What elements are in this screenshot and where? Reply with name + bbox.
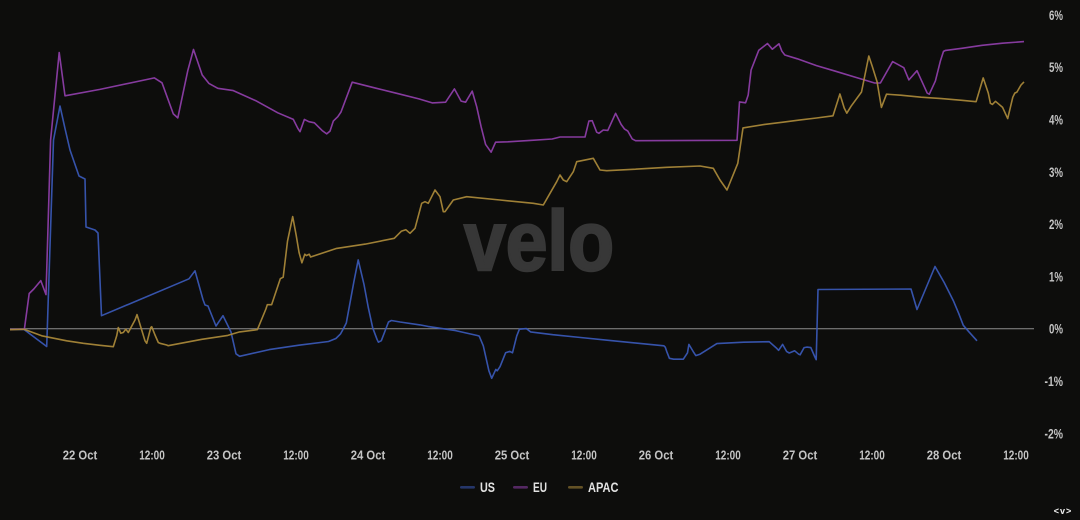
svg-text:12:00: 12:00 [859, 448, 885, 463]
svg-text:0%: 0% [1049, 321, 1063, 337]
svg-text:28 Oct: 28 Oct [927, 448, 962, 463]
svg-text:12:00: 12:00 [715, 448, 741, 463]
svg-text:3%: 3% [1049, 164, 1063, 180]
svg-text:12:00: 12:00 [139, 448, 165, 463]
svg-text:APAC: APAC [588, 480, 619, 495]
svg-text:2%: 2% [1049, 216, 1063, 232]
svg-text:26 Oct: 26 Oct [639, 448, 674, 463]
svg-text:<v>: <v> [1054, 506, 1073, 516]
svg-text:24 Oct: 24 Oct [351, 448, 386, 463]
svg-text:-1%: -1% [1045, 373, 1064, 389]
svg-text:5%: 5% [1049, 59, 1063, 75]
svg-text:US: US [480, 480, 495, 495]
svg-text:12:00: 12:00 [1003, 448, 1029, 463]
svg-text:1%: 1% [1049, 268, 1063, 284]
svg-text:4%: 4% [1049, 112, 1063, 128]
svg-text:12:00: 12:00 [571, 448, 597, 463]
svg-text:25 Oct: 25 Oct [495, 448, 530, 463]
svg-text:23 Oct: 23 Oct [207, 448, 242, 463]
svg-text:27 Oct: 27 Oct [783, 448, 818, 463]
svg-text:velo: velo [464, 194, 614, 288]
svg-text:EU: EU [533, 480, 547, 495]
svg-text:12:00: 12:00 [283, 448, 309, 463]
svg-text:-2%: -2% [1045, 425, 1064, 441]
svg-text:22 Oct: 22 Oct [63, 448, 98, 463]
svg-text:6%: 6% [1049, 7, 1063, 23]
svg-text:12:00: 12:00 [427, 448, 453, 463]
